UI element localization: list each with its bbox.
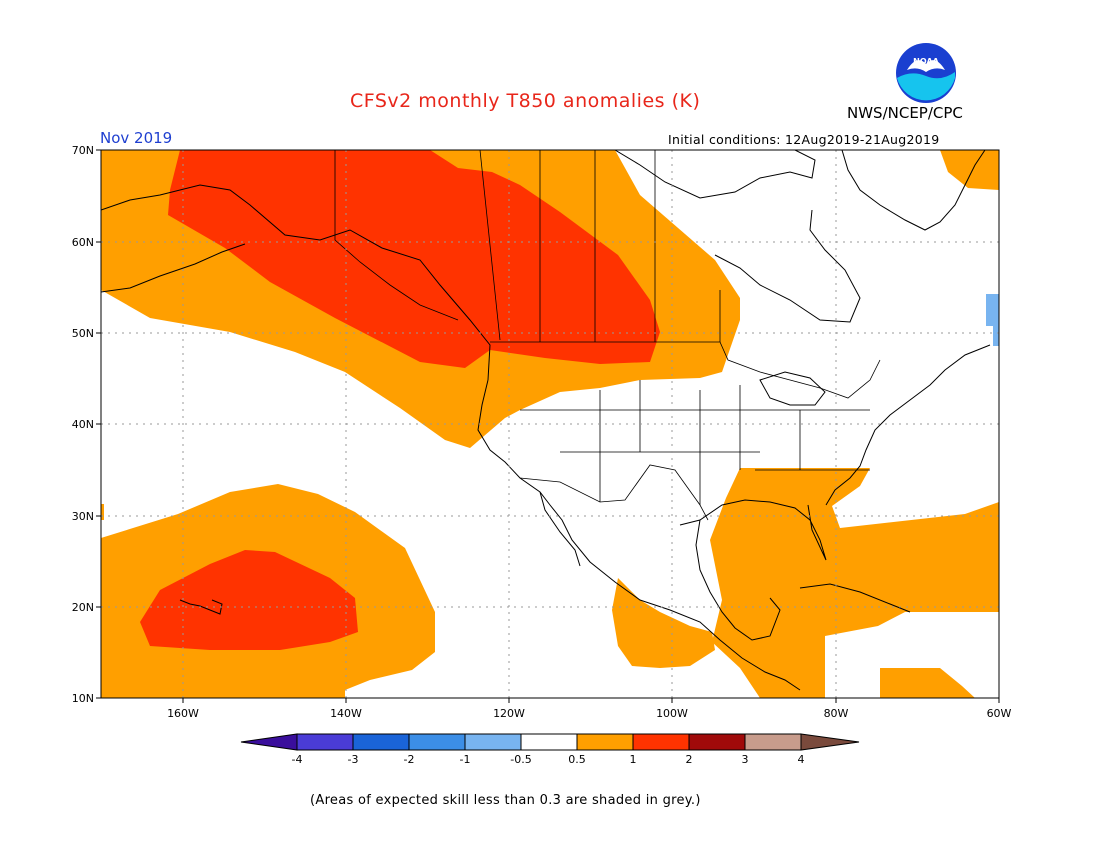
skill-footnote: (Areas of expected skill less than 0.3 a…	[310, 793, 701, 808]
anomaly-region-mexico	[612, 578, 715, 668]
colorbar-tick-label: 2	[686, 753, 693, 766]
anomaly-region-alaska-western-canada-high	[168, 150, 660, 368]
colorbar-box	[744, 733, 802, 751]
colorbar-tick-label: 3	[742, 753, 749, 766]
colorbar-tick-label: 0.5	[568, 753, 586, 766]
colorbar-box	[520, 733, 578, 751]
anomaly-region-se-us-caribbean	[710, 468, 999, 698]
colorbar-tick-label: -3	[348, 753, 359, 766]
colorbar	[240, 733, 860, 751]
colorbar-box	[576, 733, 634, 751]
border-us-mexico	[519, 464, 709, 521]
coastline-aleutians	[101, 243, 246, 293]
colorbar-box	[408, 733, 466, 751]
colorbar-tick-label: 4	[798, 753, 805, 766]
lat-label: 70N	[72, 144, 94, 157]
lat-label: 60N	[72, 236, 94, 249]
colorbar-left-arrow	[240, 733, 298, 751]
noaa-logo-text: NOAA	[913, 57, 939, 66]
lon-label: 160W	[167, 707, 199, 720]
agency-label: NWS/NCEP/CPC	[847, 104, 963, 122]
lon-label: 60W	[987, 707, 1012, 720]
lon-label: 100W	[656, 707, 688, 720]
colorbar-tick-label: -1	[460, 753, 471, 766]
coastline-cuba	[799, 583, 911, 613]
coastline-us-east	[825, 344, 991, 506]
lat-label: 30N	[72, 510, 94, 523]
coastline-arctic-islands	[614, 150, 816, 199]
lat-label: 50N	[72, 327, 94, 340]
coastline-us-west	[477, 379, 801, 691]
coastline-baja	[539, 491, 581, 567]
lon-label: 80W	[824, 707, 849, 720]
lat-label: 20N	[72, 601, 94, 614]
initial-conditions: Initial conditions: 12Aug2019-21Aug2019	[668, 132, 940, 147]
colorbar-tick-label: -2	[404, 753, 415, 766]
colorbar-box	[352, 733, 410, 751]
colorbar-box	[296, 733, 354, 751]
coastline-great-lakes	[759, 371, 826, 406]
border-provinces	[479, 150, 721, 342]
coastline-hudson-bay	[714, 209, 861, 323]
border-us-canada	[490, 341, 881, 399]
anomaly-region-hawaii-high	[140, 550, 358, 650]
colorbar-box	[688, 733, 746, 751]
coastline-hawaii	[179, 599, 223, 615]
chart-title: CFSv2 monthly T850 anomalies (K)	[350, 90, 701, 112]
border-alaska-canada	[334, 150, 459, 321]
anomaly-region-north-atlantic	[940, 150, 999, 190]
anomaly-region-lesser-antilles	[880, 668, 975, 698]
colorbar-box	[464, 733, 522, 751]
noaa-logo-icon: NOAA	[896, 43, 956, 103]
coastline-greenland	[841, 150, 986, 231]
coastline-alaska	[101, 184, 491, 381]
lat-label: 10N	[72, 692, 94, 705]
coastline-gulf	[679, 499, 827, 561]
colorbar-tick-label: -4	[292, 753, 303, 766]
anomaly-region-labrador-sea-negative	[986, 294, 999, 346]
colorbar-box	[632, 733, 690, 751]
lat-label: 40N	[72, 418, 94, 431]
lon-label: 140W	[330, 707, 362, 720]
colorbar-tick-label: -0.5	[510, 753, 531, 766]
forecast-month: Nov 2019	[100, 129, 173, 147]
border-states	[520, 380, 870, 505]
colorbar-right-arrow	[800, 733, 860, 751]
longitude-axis: 160W 140W 120W 100W 80W 60W	[167, 698, 1012, 720]
lon-label: 120W	[493, 707, 525, 720]
colorbar-tick-label: 1	[630, 753, 637, 766]
coastline-mexico-east	[695, 519, 781, 641]
latitude-axis: 70N 60N 50N 40N 30N 20N 10N	[72, 144, 101, 705]
